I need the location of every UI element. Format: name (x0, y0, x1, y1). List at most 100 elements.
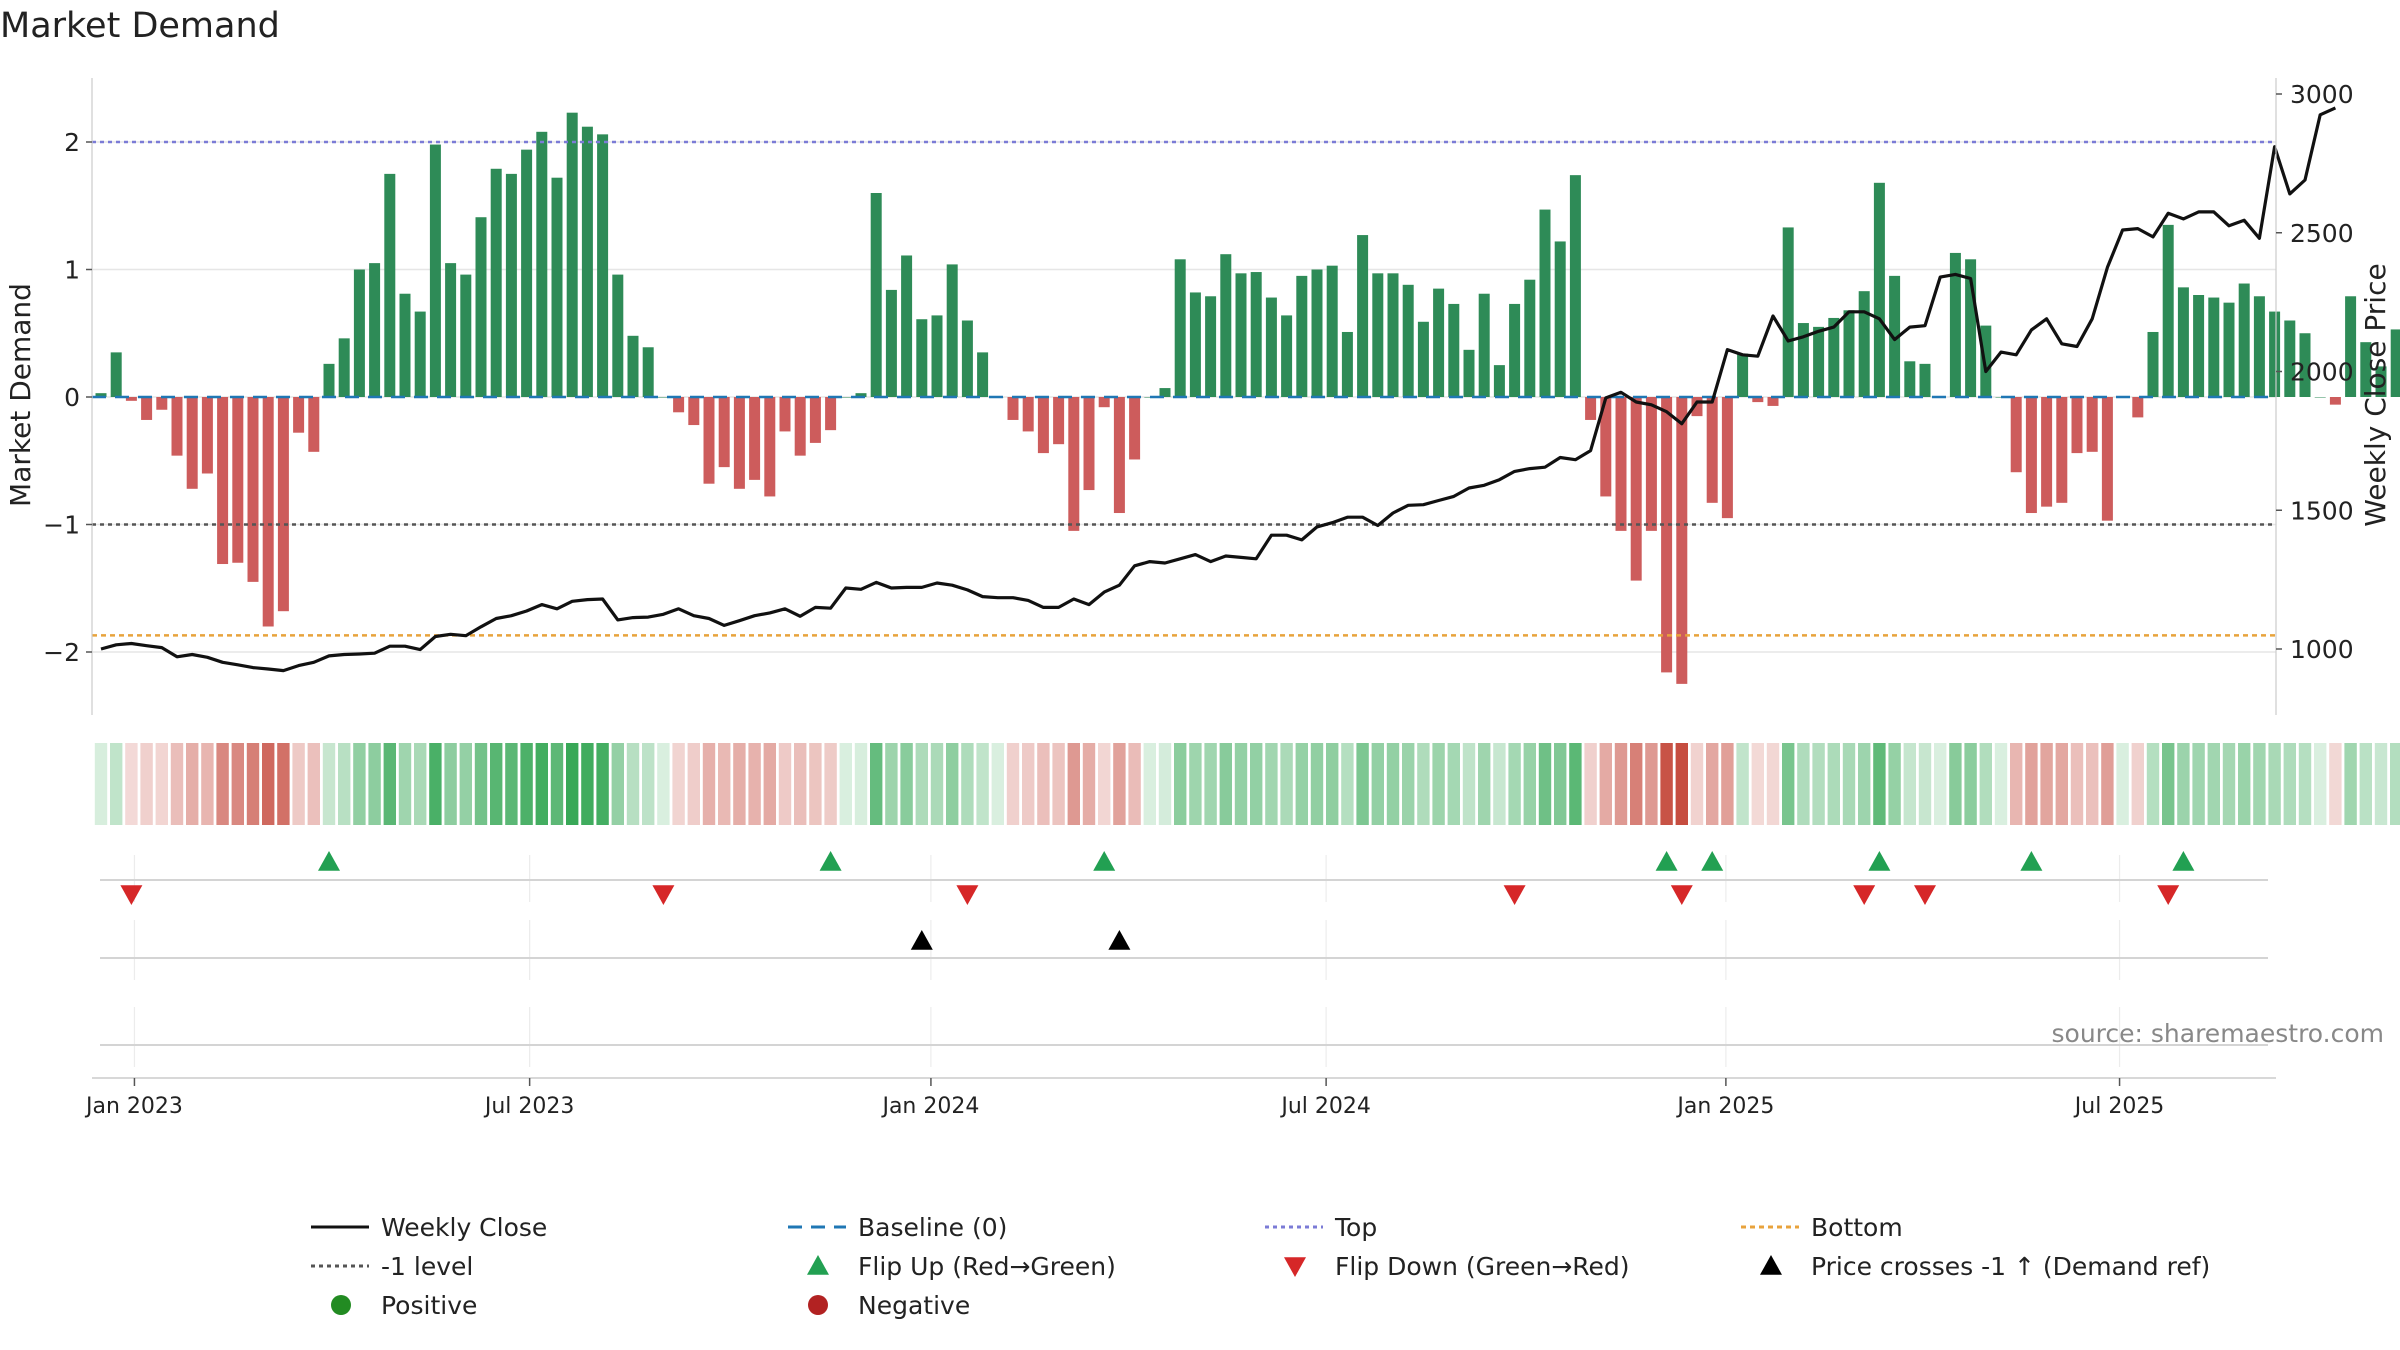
demand-bar (293, 397, 305, 433)
demand-bar (1493, 365, 1505, 397)
chart-title: Market Demand (0, 6, 280, 46)
heat-cell (444, 743, 457, 825)
heat-cell (292, 743, 305, 825)
demand-bar (1813, 326, 1825, 397)
demand-bar (1858, 291, 1870, 397)
demand-bar (2253, 296, 2265, 397)
heat-cell (2359, 743, 2372, 825)
heat-cell (2025, 743, 2038, 825)
demand-bar (977, 352, 989, 397)
demand-bar (2132, 397, 2144, 418)
demand-bar (1949, 252, 1961, 397)
demand-bar (1417, 321, 1429, 397)
demand-bar (749, 397, 761, 480)
heat-cell (246, 743, 260, 825)
heat-cell (991, 743, 1004, 825)
heat-cell (1478, 743, 1491, 825)
demand-bar (110, 352, 122, 397)
demand-bar (2299, 333, 2311, 397)
demand-bar (885, 289, 897, 397)
heat-cell (1964, 743, 1977, 825)
heat-cell (946, 743, 959, 825)
demand-bar (2193, 295, 2205, 397)
heat-cell (1660, 743, 1673, 825)
demand-bar (1265, 297, 1277, 397)
demand-bar (551, 177, 563, 397)
heat-cell (1462, 743, 1476, 825)
heat-cell (1174, 743, 1187, 825)
demand-bar (703, 397, 715, 484)
heat-cell (2329, 743, 2342, 825)
demand-bar (353, 269, 365, 397)
demand-bar (718, 397, 730, 468)
heat-cell (1675, 743, 1688, 825)
demand-bar (1554, 241, 1566, 397)
heat-cell (110, 743, 123, 825)
demand-bar (901, 255, 913, 397)
demand-bar (2345, 296, 2357, 397)
demand-bar (2010, 397, 2022, 473)
demand-bar (1889, 275, 1901, 397)
demand-bar (1053, 397, 1065, 445)
heat-cell (2116, 743, 2129, 825)
x-tick-label: Jul 2023 (483, 1094, 575, 1119)
heat-cell (1645, 743, 1658, 825)
heat-cell (1204, 743, 1217, 825)
demand-bar (840, 397, 852, 398)
heat-cell (1143, 743, 1156, 825)
heat-cell (1918, 743, 1932, 825)
x-tick-label: Jan 2023 (84, 1094, 183, 1119)
heat-cell (2238, 743, 2251, 825)
heat-cell (2207, 743, 2220, 825)
legend-label-weekly-close: Weekly Close (381, 1213, 547, 1242)
heat-cell (1873, 743, 1886, 825)
demand-bar (794, 397, 806, 456)
demand-bar (232, 397, 244, 563)
heat-cell (900, 743, 913, 825)
demand-heat-strip (94, 743, 2400, 825)
heat-cell (839, 743, 852, 825)
left-tick-label: 0 (64, 383, 80, 412)
heat-cell (1219, 743, 1232, 825)
demand-bar (156, 397, 168, 410)
flip-up-marker (2020, 851, 2043, 871)
heat-cell (2131, 743, 2144, 825)
demand-bar (779, 397, 791, 432)
legend-flip-down-swatch (1284, 1257, 1306, 1277)
heat-cell (1782, 743, 1795, 825)
demand-bar (961, 320, 973, 397)
demand-bar (1524, 279, 1536, 397)
heat-cell (1265, 743, 1278, 825)
demand-bar (1326, 265, 1338, 397)
flip-up-marker (1868, 851, 1891, 871)
demand-bar (1372, 273, 1384, 397)
x-tick-label: Jan 2025 (1675, 1094, 1774, 1119)
demand-bar (369, 263, 381, 397)
demand-bar (323, 363, 335, 397)
heat-cell (2070, 743, 2084, 825)
heat-cell (2101, 743, 2114, 825)
demand-bar (1463, 349, 1475, 397)
legend-label-positive: Positive (381, 1291, 477, 1320)
demand-bar (277, 397, 289, 612)
heat-cell (2298, 743, 2312, 825)
demand-bar (2238, 283, 2250, 397)
right-tick-label: 3000 (2290, 80, 2354, 109)
heat-cell (870, 743, 883, 825)
heat-cell (794, 743, 807, 825)
heat-cell (2055, 743, 2068, 825)
demand-bar (445, 263, 457, 397)
demand-bar (1661, 397, 1673, 673)
heat-cell (1022, 743, 1035, 825)
heat-cell (1554, 743, 1567, 825)
heat-cell (748, 743, 761, 825)
demand-bar (536, 131, 548, 398)
demand-bar (2177, 287, 2189, 397)
heat-cell (581, 743, 594, 825)
demand-bar (2056, 397, 2068, 503)
demand-bar (1828, 317, 1840, 397)
heat-cell (915, 743, 928, 825)
heat-cell (535, 743, 548, 825)
heat-cell (1082, 743, 1096, 825)
demand-bar (1144, 397, 1156, 398)
